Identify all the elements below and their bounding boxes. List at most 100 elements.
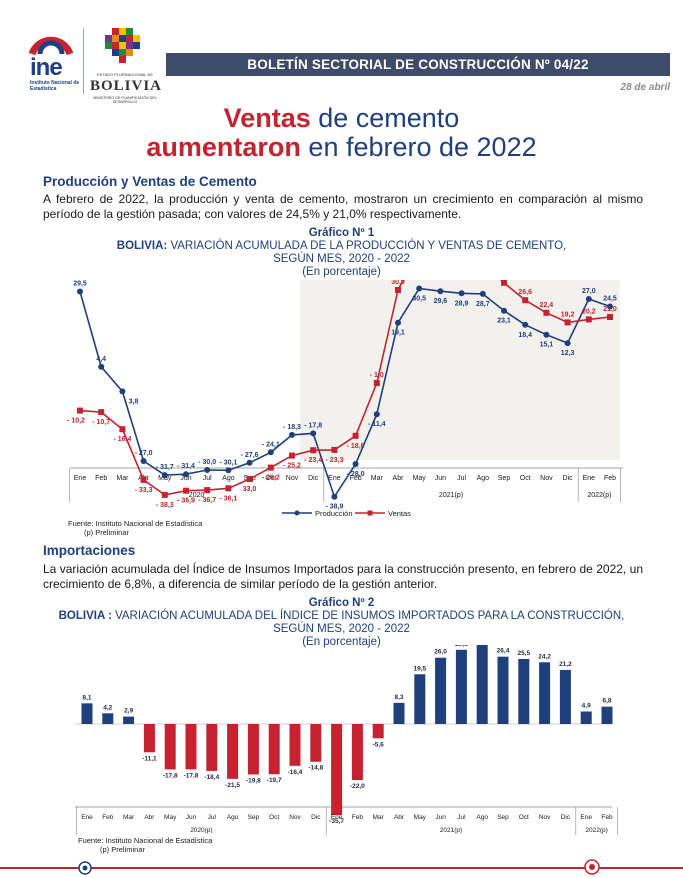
chart1-production-point bbox=[585, 296, 592, 302]
chart1-sales-point bbox=[140, 476, 147, 483]
chart1-x-tick-label: Ago bbox=[222, 475, 235, 482]
chart2-x-tick-label: Dic bbox=[561, 814, 571, 821]
chart1-production-label: 18,4 bbox=[518, 332, 532, 339]
chart1-sales-label: 30,0 bbox=[391, 280, 405, 286]
chart1-sales-point bbox=[246, 476, 253, 482]
chart1-x-tick-label: Feb bbox=[604, 475, 616, 482]
chart1-sales-point bbox=[352, 432, 359, 439]
chart2-x-tick-label: Abr bbox=[394, 814, 405, 821]
chart1-x-tick-label: Dic bbox=[563, 475, 574, 482]
chart1-series-line bbox=[79, 280, 611, 496]
chart2-bar-label: -22,0 bbox=[350, 783, 365, 790]
chart1-production-label: 15,1 bbox=[540, 342, 554, 349]
chart2-bar bbox=[372, 724, 384, 739]
chart2-title-line2: SEGÚN MES, 2020 - 2022 bbox=[273, 623, 410, 635]
chart1-production-label: - 18,3 bbox=[283, 424, 301, 431]
chart2-year-label: 2022(p) bbox=[585, 827, 607, 834]
chart1-x-tick-label: Sep bbox=[498, 475, 511, 482]
chart1-production-label: - 3,8 bbox=[124, 398, 138, 405]
chart2-bar-chart: 8,14,2 2,9-11,1-17,8 -17,8 -18,4-21,5-19,8-… bbox=[75, 645, 618, 835]
chart1-production-label: 29,6 bbox=[434, 298, 448, 305]
chart1-production-label: - 31,4 bbox=[177, 463, 195, 470]
chart2-bar bbox=[580, 711, 592, 724]
chart1-production-label: - 27,0 bbox=[135, 450, 153, 457]
headline-line-2: aumentaron en febrero de 2022 bbox=[0, 133, 683, 162]
chart2-bar bbox=[102, 713, 114, 724]
chart2-bar-label: -5,6 bbox=[373, 741, 385, 748]
chart2-year-label: 2020(p) bbox=[190, 827, 212, 834]
bolivia-emblem-icon bbox=[105, 28, 140, 63]
chart2-bar bbox=[351, 724, 363, 781]
headline: Ventas de cemento aumentaron en febrero … bbox=[0, 104, 683, 162]
chart2-source: Fuente: Instituto Nacional de Estadístic… bbox=[78, 836, 212, 854]
chart1-sales-label: 20,2 bbox=[582, 308, 596, 315]
chart1-sales-point bbox=[564, 319, 571, 326]
chart2-bar bbox=[435, 657, 447, 724]
chart1-sales-label: - 36,9 bbox=[177, 498, 195, 505]
chart2-bar bbox=[289, 724, 301, 766]
chart1-sales-label: - 16,4 bbox=[113, 436, 131, 443]
chart1-sales-point bbox=[77, 407, 83, 414]
chart1-number: Gráfico Nº 1 bbox=[308, 227, 375, 239]
chart1-sales-point bbox=[522, 297, 529, 304]
chart2-x-tick-label: Sep bbox=[497, 814, 509, 821]
chart1-x-tick-label: May bbox=[158, 475, 172, 482]
chart1-sales-label: - 29,2 bbox=[262, 475, 280, 482]
chart1-production-label: 28,9 bbox=[455, 300, 469, 307]
chart1-production-point bbox=[204, 467, 211, 473]
chart2-x-tick-label: Feb bbox=[102, 814, 114, 821]
chart2-bar-label: 8,3 bbox=[394, 694, 403, 701]
chart1-sales-label: - 36,7 bbox=[198, 497, 216, 504]
chart1-sales-label: - 1,0 bbox=[370, 372, 384, 379]
chart2-source-note: (p) Preliminar bbox=[100, 845, 146, 854]
chart1-production-point bbox=[183, 471, 189, 478]
headline-line-2-bold: aumentaron bbox=[146, 132, 301, 162]
chart2-bar-label: 21,2 bbox=[559, 661, 572, 668]
publication-date: 28 de abril bbox=[620, 82, 670, 93]
chart2-x-tick-label: Ago bbox=[227, 814, 239, 821]
chart2-bar-label: 2,9 bbox=[124, 708, 133, 715]
chart2-bar-label: -14,8 bbox=[308, 765, 323, 772]
chart2-x-tick-label: Sep bbox=[248, 814, 260, 821]
chart1-production-label: 23,1 bbox=[497, 318, 511, 325]
chart2-x-tick-label: Mar bbox=[373, 814, 385, 821]
bolivia-logo-ministry: MINISTERIO DE PLANIFICACIÓN DEL DESARROL… bbox=[93, 96, 157, 104]
chart1-title: BOLIVIA: VARIACIÓN ACUMULADA DE LA PRODU… bbox=[0, 240, 683, 253]
chart1-sales-point bbox=[161, 491, 168, 498]
chart1-series-line bbox=[79, 287, 611, 499]
footer-left-badge-icon bbox=[78, 861, 92, 875]
chart2-bar-label: -11,1 bbox=[142, 755, 157, 762]
chart1-production-point bbox=[267, 449, 274, 456]
chart2-bar-label: 4,9 bbox=[582, 703, 591, 710]
chart2-x-tick-label: May bbox=[414, 814, 427, 821]
bolivia-logo-name: BOLIVIA bbox=[90, 78, 163, 94]
chart2-x-tick-label: Jun bbox=[435, 814, 446, 821]
chart1-sales-point bbox=[501, 280, 507, 286]
chart2-x-tick-label: Abr bbox=[144, 814, 155, 821]
chart2-bar bbox=[455, 649, 467, 724]
chart2-source-text: Fuente: Instituto Nacional de Estadístic… bbox=[78, 836, 213, 845]
chart1-production-label: - 27,6 bbox=[241, 452, 259, 459]
chart1-x-tick-label: Feb bbox=[350, 475, 362, 482]
chart1-production-point bbox=[501, 307, 507, 314]
chart1-production-point bbox=[522, 321, 529, 328]
chart2-bar-label: -17,8 bbox=[184, 772, 199, 779]
chart2-bar bbox=[206, 724, 218, 771]
chart1-production-label: 4,4 bbox=[96, 356, 106, 363]
bolivia-logo: ESTADO PLURINACIONAL DE BOLIVIA MINISTER… bbox=[90, 22, 163, 104]
chart2-bar bbox=[268, 724, 280, 775]
chart1-sales-label: - 23,4 bbox=[304, 457, 322, 464]
chart1-production-label: - 31,7 bbox=[156, 464, 174, 471]
chart2-bar bbox=[497, 656, 509, 724]
headline-line-1-rest: de cemento bbox=[310, 103, 460, 133]
chart1-sales-point bbox=[183, 487, 189, 494]
chart1-production-label: - 28,0 bbox=[347, 471, 365, 478]
chart1-production-point bbox=[119, 388, 126, 395]
chart1-production-point bbox=[373, 411, 380, 418]
chart1-legend-label: Producción bbox=[315, 509, 353, 518]
chart1-production-label: - 30,1 bbox=[219, 459, 237, 466]
chart2-bar-label: -21,5 bbox=[225, 782, 240, 789]
chart2-x-tick-label: May bbox=[164, 814, 177, 821]
chart1-production-point bbox=[479, 290, 486, 297]
chart1-sales-label: 19,2 bbox=[561, 311, 575, 318]
